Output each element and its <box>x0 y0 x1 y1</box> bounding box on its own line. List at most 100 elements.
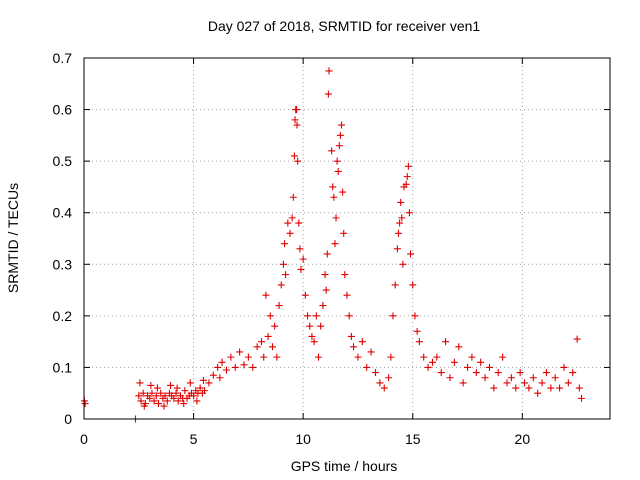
data-point <box>157 389 165 397</box>
data-point <box>174 397 182 405</box>
data-point <box>181 387 189 395</box>
data-point <box>139 389 147 397</box>
grid <box>84 58 610 419</box>
data-point <box>324 90 332 98</box>
data-point <box>167 381 175 389</box>
data-point <box>289 193 297 201</box>
data-point <box>264 332 272 340</box>
data-point <box>282 271 290 279</box>
data-point <box>499 353 507 361</box>
data-point <box>312 312 320 320</box>
data-point <box>450 358 458 366</box>
data-point <box>393 245 401 253</box>
data-point <box>560 363 568 371</box>
data-point <box>340 229 348 237</box>
y-tick-label: 0.6 <box>53 102 73 118</box>
data-point <box>136 379 144 387</box>
data-point <box>294 157 302 165</box>
data-point <box>428 358 436 366</box>
data-point <box>293 121 301 129</box>
data-point <box>363 363 371 371</box>
data-point <box>180 400 188 408</box>
data-point <box>315 353 323 361</box>
data-point <box>398 214 406 222</box>
data-point <box>512 384 520 392</box>
data-point <box>358 338 366 346</box>
data-point <box>371 369 379 377</box>
data-point <box>547 384 555 392</box>
y-axis-label: SRMTID / TECUs <box>5 183 21 293</box>
data-point <box>81 400 89 408</box>
data-point <box>231 363 239 371</box>
data-point <box>367 348 375 356</box>
data-point <box>569 369 577 377</box>
data-point <box>472 369 480 377</box>
x-tick-label: 20 <box>515 431 531 447</box>
data-point <box>538 379 546 387</box>
data-point <box>437 369 445 377</box>
data-point <box>404 162 412 170</box>
data-point <box>258 338 266 346</box>
x-tick-label: 5 <box>190 431 198 447</box>
data-point <box>214 363 222 371</box>
data-point <box>244 353 252 361</box>
y-tick-label: 0 <box>64 411 72 427</box>
data-point <box>148 389 156 397</box>
data-point <box>575 384 583 392</box>
data-point <box>295 219 303 227</box>
data-point <box>308 332 316 340</box>
data-point <box>397 198 405 206</box>
data-point <box>564 379 572 387</box>
data-point <box>296 245 304 253</box>
chart-title: Day 027 of 2018, SRMTID for receiver ven… <box>208 18 481 34</box>
data-point <box>240 361 248 369</box>
data-point <box>140 402 148 410</box>
data-point <box>268 343 276 351</box>
data-point <box>420 353 428 361</box>
x-tick-label: 0 <box>80 431 88 447</box>
data-point <box>277 281 285 289</box>
data-point <box>216 374 224 382</box>
data-point <box>310 338 318 346</box>
data-point <box>186 379 194 387</box>
data-point <box>490 384 498 392</box>
data-point <box>507 374 515 382</box>
data-point <box>573 335 581 343</box>
data-point <box>193 397 201 405</box>
data-point <box>525 384 533 392</box>
data-point <box>209 371 217 379</box>
data-point <box>266 312 274 320</box>
data-point <box>376 379 384 387</box>
data-point <box>286 229 294 237</box>
data-point <box>190 392 198 400</box>
data-point <box>494 369 502 377</box>
data-point <box>345 312 353 320</box>
data-point <box>442 338 450 346</box>
y-tick-label: 0.4 <box>53 205 73 221</box>
data-point <box>477 358 485 366</box>
data-point <box>354 353 362 361</box>
data-point <box>338 121 346 129</box>
data-point <box>291 116 299 124</box>
y-tick-label: 0.2 <box>53 308 73 324</box>
data-point <box>249 363 257 371</box>
data-point <box>529 374 537 382</box>
data-point <box>503 379 511 387</box>
data-point <box>424 363 432 371</box>
data-point <box>170 394 178 402</box>
data-point <box>433 353 441 361</box>
data-point <box>160 402 168 410</box>
data-point <box>299 255 307 263</box>
data-point <box>396 219 404 227</box>
data-point <box>551 374 559 382</box>
data-point <box>481 374 489 382</box>
data-point <box>236 348 244 356</box>
data-point <box>542 369 550 377</box>
data-points <box>80 67 586 423</box>
data-point <box>173 384 181 392</box>
data-point <box>455 343 463 351</box>
data-point <box>201 387 209 395</box>
data-point <box>459 379 467 387</box>
data-point <box>275 302 283 310</box>
